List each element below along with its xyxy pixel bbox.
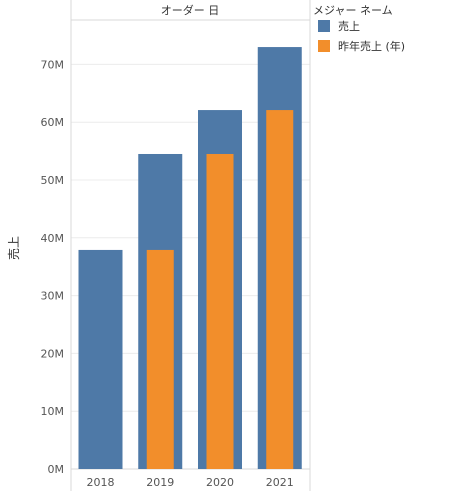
x-tick-label: 2021: [266, 476, 294, 489]
y-tick-label: 40M: [41, 232, 65, 245]
bar-昨年売上 (年)-2020: [206, 153, 234, 470]
y-tick-label: 30M: [41, 290, 65, 303]
x-tick-label: 2020: [206, 476, 234, 489]
legend-swatch: [318, 20, 330, 32]
y-axis-label: 売上: [6, 236, 21, 260]
legend-label: 昨年売上 (年): [338, 39, 405, 53]
y-tick-labels: 0M 10M 20M 30M 40M 50M 60M 70M: [41, 58, 65, 476]
bar-昨年売上 (年)-2019: [146, 249, 174, 469]
legend-swatch: [318, 40, 330, 52]
bar-売上-2018: [78, 249, 123, 469]
y-tick-label: 70M: [41, 58, 65, 71]
bars: [78, 47, 302, 470]
bar-昨年売上 (年)-2021: [266, 110, 294, 469]
column-header: オーダー 日: [161, 3, 220, 17]
y-tick-label: 0M: [48, 463, 65, 476]
x-tick-labels: 2018 2019 2020 2021: [87, 476, 294, 489]
legend-title: メジャー ネーム: [313, 4, 393, 17]
y-tick-label: 50M: [41, 174, 65, 187]
legend-label: 売上: [338, 20, 360, 33]
y-tick-label: 10M: [41, 405, 65, 418]
x-tick-label: 2019: [146, 476, 174, 489]
x-tick-label: 2018: [87, 476, 115, 489]
y-tick-label: 60M: [41, 116, 65, 129]
y-tick-label: 20M: [41, 347, 65, 360]
